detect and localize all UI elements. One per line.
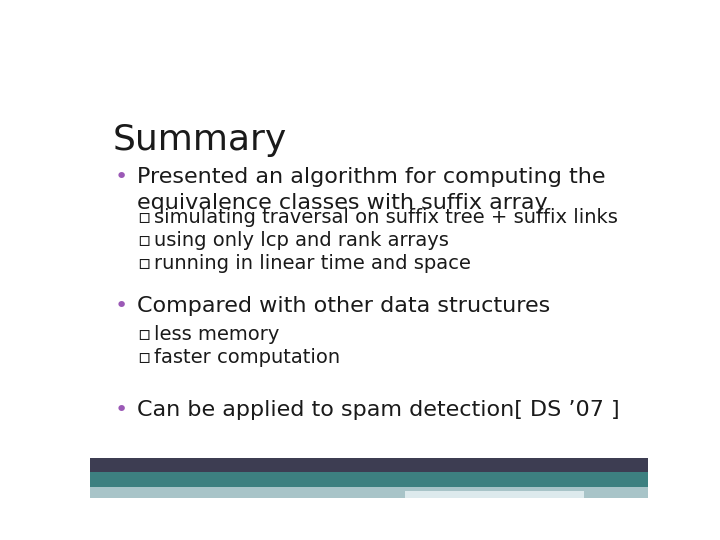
- Bar: [90, 487, 405, 498]
- Text: faster computation: faster computation: [154, 348, 341, 367]
- Bar: [90, 458, 648, 481]
- Text: using only lcp and rank arrays: using only lcp and rank arrays: [154, 231, 449, 250]
- Text: •: •: [115, 167, 128, 187]
- Bar: [405, 487, 648, 498]
- Text: Presented an algorithm for computing the
equivalence classes with suffix array: Presented an algorithm for computing the…: [138, 167, 606, 213]
- Text: Summary: Summary: [112, 123, 287, 157]
- Text: ▫: ▫: [138, 254, 150, 273]
- Text: ▫: ▫: [138, 348, 150, 367]
- Text: ▫: ▫: [138, 231, 150, 250]
- Text: simulating traversal on suffix tree + suffix links: simulating traversal on suffix tree + su…: [154, 208, 618, 227]
- Text: running in linear time and space: running in linear time and space: [154, 254, 471, 273]
- Bar: [90, 472, 648, 488]
- Text: ▫: ▫: [138, 325, 150, 343]
- Text: ▫: ▫: [138, 208, 150, 227]
- Text: •: •: [115, 295, 128, 315]
- Text: •: •: [115, 400, 128, 420]
- Text: less memory: less memory: [154, 325, 279, 343]
- Text: Can be applied to spam detection[ DS ’07 ]: Can be applied to spam detection[ DS ’07…: [138, 400, 620, 420]
- Text: Compared with other data structures: Compared with other data structures: [138, 295, 551, 315]
- Bar: [405, 490, 584, 498]
